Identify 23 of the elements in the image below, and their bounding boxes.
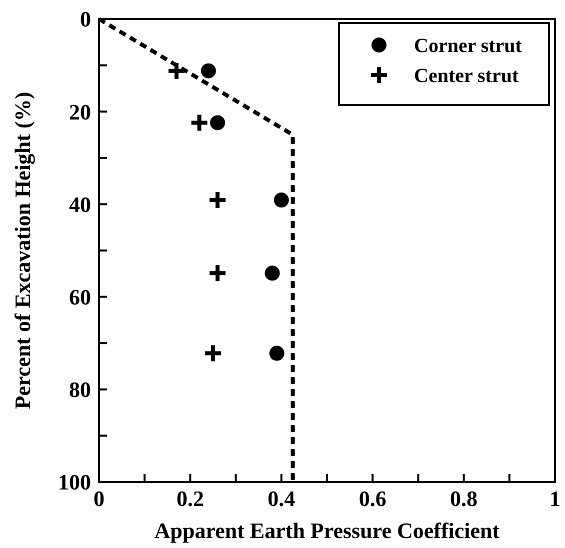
point: [264, 266, 280, 281]
point: [210, 115, 226, 130]
point: [203, 343, 223, 364]
point: [189, 112, 210, 133]
y-tick-label: 0: [80, 6, 91, 32]
legend-label: Center strut: [414, 65, 519, 87]
point: [208, 263, 228, 284]
y-tick-label: 100: [58, 470, 91, 495]
legend-label: Corner strut: [414, 35, 522, 57]
y-tick-label: 80: [69, 377, 91, 402]
x-tick-label: 1: [550, 486, 560, 511]
point: [269, 346, 284, 361]
x-tick-label: 0.6: [358, 486, 386, 511]
y-axis-title: Percent of Excavation Height (%): [10, 92, 35, 410]
x-tick-label: 0.4: [268, 486, 296, 511]
point: [200, 63, 216, 78]
y-tick-label: 40: [69, 192, 91, 217]
x-tick-label: 0.8: [450, 486, 478, 511]
x-tick-label: 0.2: [176, 486, 204, 511]
y-tick-label: 60: [69, 284, 91, 310]
x-axis-title: Apparent Earth Pressure Coefficient: [154, 518, 500, 543]
y-tick-label: 20: [69, 99, 91, 124]
point: [274, 192, 289, 208]
